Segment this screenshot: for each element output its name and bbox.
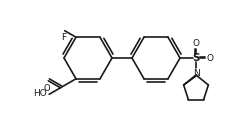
- Text: F: F: [61, 33, 66, 42]
- Text: O: O: [192, 39, 200, 48]
- Text: S: S: [192, 53, 200, 63]
- Text: O: O: [44, 84, 51, 93]
- Text: HO: HO: [33, 89, 47, 98]
- Text: O: O: [206, 54, 213, 63]
- Text: N: N: [193, 69, 199, 78]
